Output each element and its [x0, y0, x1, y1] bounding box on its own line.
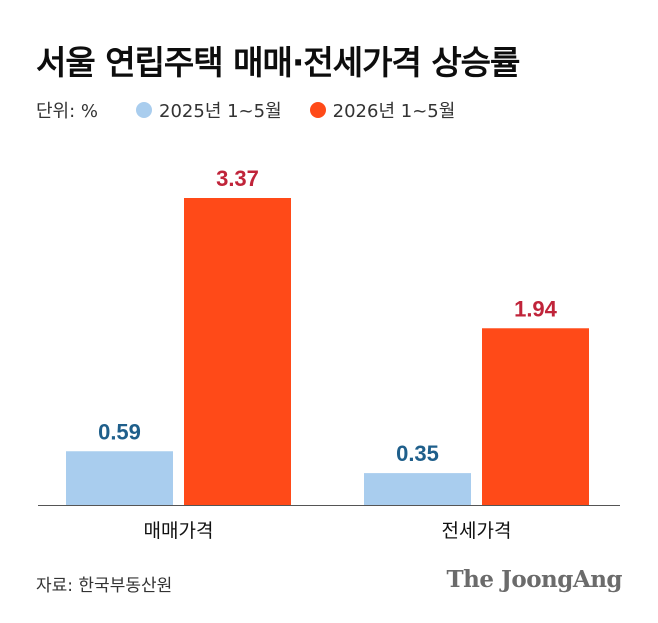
category-label-jeonse: 전세가격: [442, 520, 512, 542]
category-label-sale: 매매가격: [144, 520, 214, 542]
data-label-jeonse-2026: 1.94: [514, 296, 558, 321]
bar-jeonse-2025: [364, 473, 471, 505]
data-label-jeonse-2025: 0.35: [396, 441, 439, 466]
source-note: 자료: 한국부동산원: [36, 576, 173, 596]
unit-label: 단위: %: [36, 101, 99, 122]
legend-swatch-2026: [309, 102, 326, 118]
legend: 단위: % 2025년 1~5월 2026년 1~5월: [36, 97, 483, 123]
legend-label-2026: 2026년 1~5월: [332, 101, 456, 122]
bar-sale-2026: [184, 198, 291, 505]
legend-item-2025: 2025년 1~5월: [136, 97, 282, 123]
data-label-sale-2026: 3.37: [216, 166, 259, 191]
legend-label-2025: 2025년 1~5월: [159, 101, 282, 122]
legend-item-2026: 2026년 1~5월: [309, 97, 456, 123]
chart-title: 서울 연립주택 매매·전세가격 상승률: [36, 43, 520, 82]
data-label-sale-2025: 0.59: [98, 419, 141, 444]
brand-logo: The JoongAng: [446, 566, 623, 593]
bar-jeonse-2026: [482, 328, 589, 505]
legend-swatch-2025: [136, 102, 153, 118]
bar-sale-2025: [66, 451, 173, 505]
